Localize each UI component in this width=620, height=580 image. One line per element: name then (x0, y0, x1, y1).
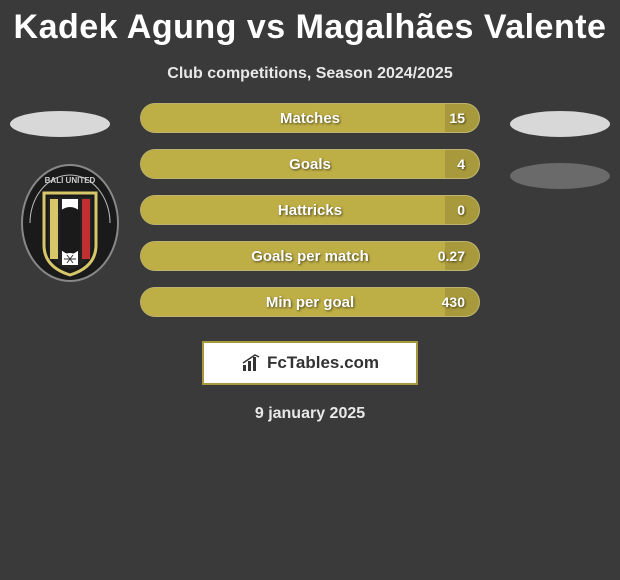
date-text: 9 january 2025 (0, 405, 620, 423)
bar-value: 0.27 (438, 248, 465, 264)
stat-bar-matches: Matches 15 (140, 103, 480, 133)
bar-value: 0 (457, 202, 465, 218)
bar-label: Goals per match (141, 248, 479, 265)
logo-top-text: BALI UNITED (45, 176, 96, 185)
bar-label: Hattricks (141, 202, 479, 219)
player-right-placeholder-2 (510, 163, 610, 189)
page-title: Kadek Agung vs Magalhães Valente (0, 0, 620, 47)
chart-icon (241, 353, 261, 373)
bar-label: Matches (141, 110, 479, 127)
bar-value: 430 (442, 294, 465, 310)
subtitle: Club competitions, Season 2024/2025 (0, 65, 620, 83)
branding-text: FcTables.com (267, 353, 379, 373)
stat-bars: Matches 15 Goals 4 Hattricks 0 Goals per… (140, 103, 480, 317)
stat-bar-hattricks: Hattricks 0 (140, 195, 480, 225)
club-logo: BALI UNITED (20, 163, 120, 283)
player-left-placeholder (10, 111, 110, 137)
branding-box[interactable]: FcTables.com (202, 341, 418, 385)
bar-label: Min per goal (141, 294, 479, 311)
player-right-placeholder (510, 111, 610, 137)
stat-bar-goals-per-match: Goals per match 0.27 (140, 241, 480, 271)
bar-label: Goals (141, 156, 479, 173)
comparison-panel: BALI UNITED Matches 15 Goals 4 Hattricks… (0, 103, 620, 423)
bar-value: 15 (449, 110, 465, 126)
stat-bar-min-per-goal: Min per goal 430 (140, 287, 480, 317)
bar-value: 4 (457, 156, 465, 172)
stat-bar-goals: Goals 4 (140, 149, 480, 179)
